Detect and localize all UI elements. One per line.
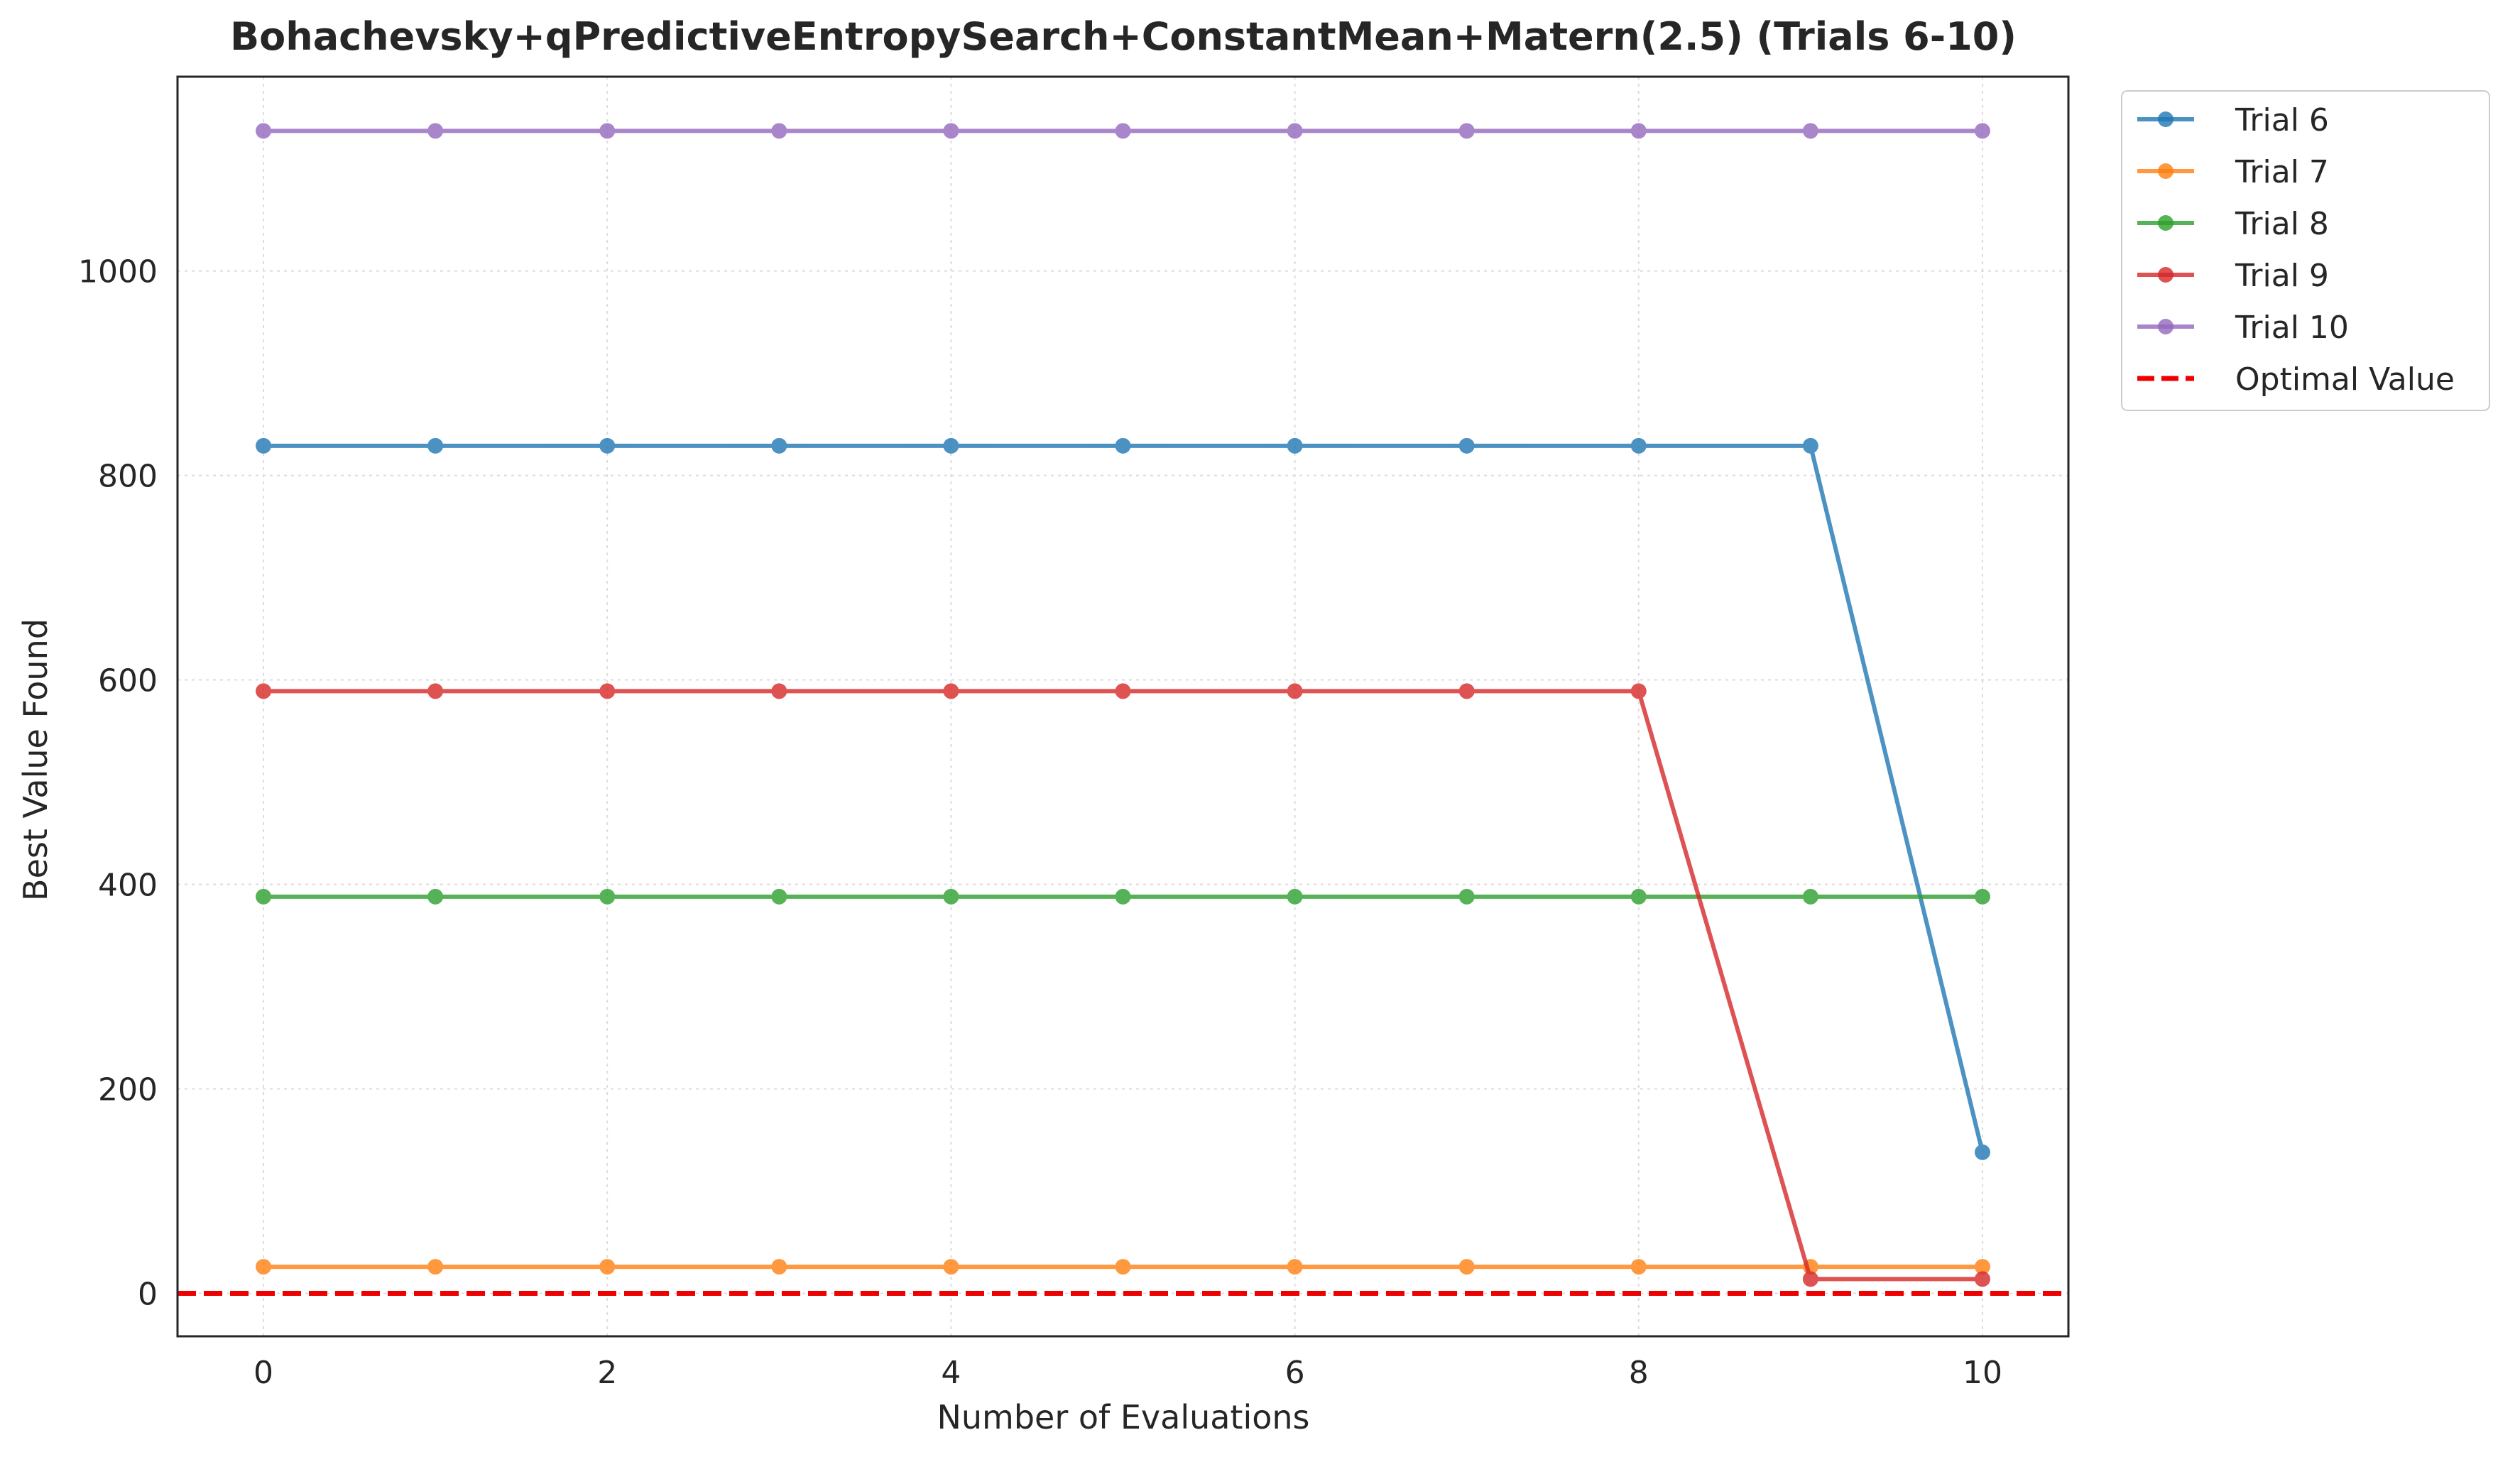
legend-label: Trial 7 — [2235, 154, 2329, 190]
data-point — [771, 123, 787, 139]
data-point — [943, 888, 959, 905]
data-point — [427, 437, 444, 454]
y-tick-label: 600 — [98, 663, 158, 699]
legend-swatch-marker — [2158, 319, 2173, 334]
data-point — [599, 683, 616, 699]
data-point — [256, 1259, 272, 1275]
legend-swatch-marker — [2158, 163, 2173, 179]
data-point — [1630, 1259, 1647, 1275]
legend-swatch-marker — [2158, 111, 2173, 127]
y-tick-label: 200 — [98, 1072, 158, 1108]
x-tick-label: 4 — [941, 1355, 961, 1391]
data-point — [1974, 1271, 1990, 1287]
data-point — [599, 437, 616, 454]
data-point — [943, 123, 959, 139]
data-point — [599, 1259, 616, 1275]
data-point — [1630, 888, 1647, 905]
data-point — [256, 437, 272, 454]
data-point — [1802, 437, 1818, 454]
data-point — [1802, 1271, 1818, 1287]
legend-label: Trial 6 — [2235, 102, 2329, 138]
chart-title: Bohachevsky+qPredictiveEntropySearch+Con… — [230, 14, 2017, 59]
x-tick-label: 2 — [597, 1355, 617, 1391]
data-point — [427, 1259, 444, 1275]
data-point — [1458, 123, 1475, 139]
x-tick-label: 6 — [1285, 1355, 1305, 1391]
data-point — [1458, 888, 1475, 905]
legend: Trial 6 Trial 7 Trial 8 Trial 9 Trial 10 Opti… — [2121, 90, 2490, 411]
data-point — [1115, 123, 1131, 139]
legend-label: Trial 10 — [2235, 310, 2349, 346]
x-tick-label: 10 — [1963, 1355, 2002, 1391]
data-point — [1458, 1259, 1475, 1275]
data-point — [1630, 123, 1647, 139]
data-point — [771, 437, 787, 454]
data-point — [1287, 888, 1303, 905]
x-tick-label: 8 — [1629, 1355, 1649, 1391]
data-point — [599, 888, 616, 905]
legend-label: Trial 9 — [2235, 258, 2329, 294]
series-group — [178, 123, 2068, 1297]
data-point — [1974, 1259, 1990, 1275]
data-point — [1287, 1259, 1303, 1275]
data-point — [943, 437, 959, 454]
data-point — [1115, 437, 1131, 454]
data-point — [1287, 437, 1303, 454]
y-tick-label: 1000 — [78, 254, 158, 290]
legend-label: Optimal Value — [2235, 361, 2455, 398]
legend-swatch-marker — [2158, 267, 2173, 283]
series-trial-9 — [256, 683, 1990, 1287]
data-point — [1287, 123, 1303, 139]
data-point — [1802, 888, 1818, 905]
data-point — [1630, 437, 1647, 454]
data-point — [256, 888, 272, 905]
data-point — [427, 888, 444, 905]
data-point — [599, 123, 616, 139]
tick-labels: 0 2 4 6 8 10 0 200 400 600 800 1000 — [78, 254, 2002, 1391]
series-trial-6 — [256, 437, 1990, 1160]
y-tick-label: 800 — [98, 459, 158, 495]
data-point — [943, 1259, 959, 1275]
legend-label: Trial 8 — [2235, 206, 2329, 242]
data-point — [256, 683, 272, 699]
data-point — [1115, 888, 1131, 905]
data-point — [256, 123, 272, 139]
data-point — [943, 683, 959, 699]
plot-frame — [176, 75, 2070, 1338]
data-point — [1974, 1144, 1990, 1160]
y-axis-label: Best Value Found — [16, 618, 55, 901]
x-axis-label: Number of Evaluations — [937, 1398, 1309, 1436]
x-tick-label: 0 — [253, 1355, 273, 1391]
data-point — [427, 683, 444, 699]
data-point — [771, 1259, 787, 1275]
data-point — [1802, 123, 1818, 139]
y-tick-label: 400 — [98, 868, 158, 904]
data-point — [771, 888, 787, 905]
y-tick-label: 0 — [138, 1277, 158, 1313]
data-point — [1287, 683, 1303, 699]
legend-box — [2121, 90, 2490, 411]
legend-swatch-marker — [2158, 215, 2173, 231]
data-point — [427, 123, 444, 139]
data-point — [1974, 888, 1990, 905]
series-trial-7 — [256, 1259, 1990, 1275]
data-point — [1115, 683, 1131, 699]
data-point — [1458, 437, 1475, 454]
series-trial-8 — [256, 888, 1990, 905]
data-point — [1630, 683, 1647, 699]
data-point — [771, 683, 787, 699]
data-point — [1458, 683, 1475, 699]
data-point — [1115, 1259, 1131, 1275]
grid — [178, 77, 2068, 1336]
data-point — [1974, 123, 1990, 139]
series-trial-10 — [256, 123, 1990, 139]
